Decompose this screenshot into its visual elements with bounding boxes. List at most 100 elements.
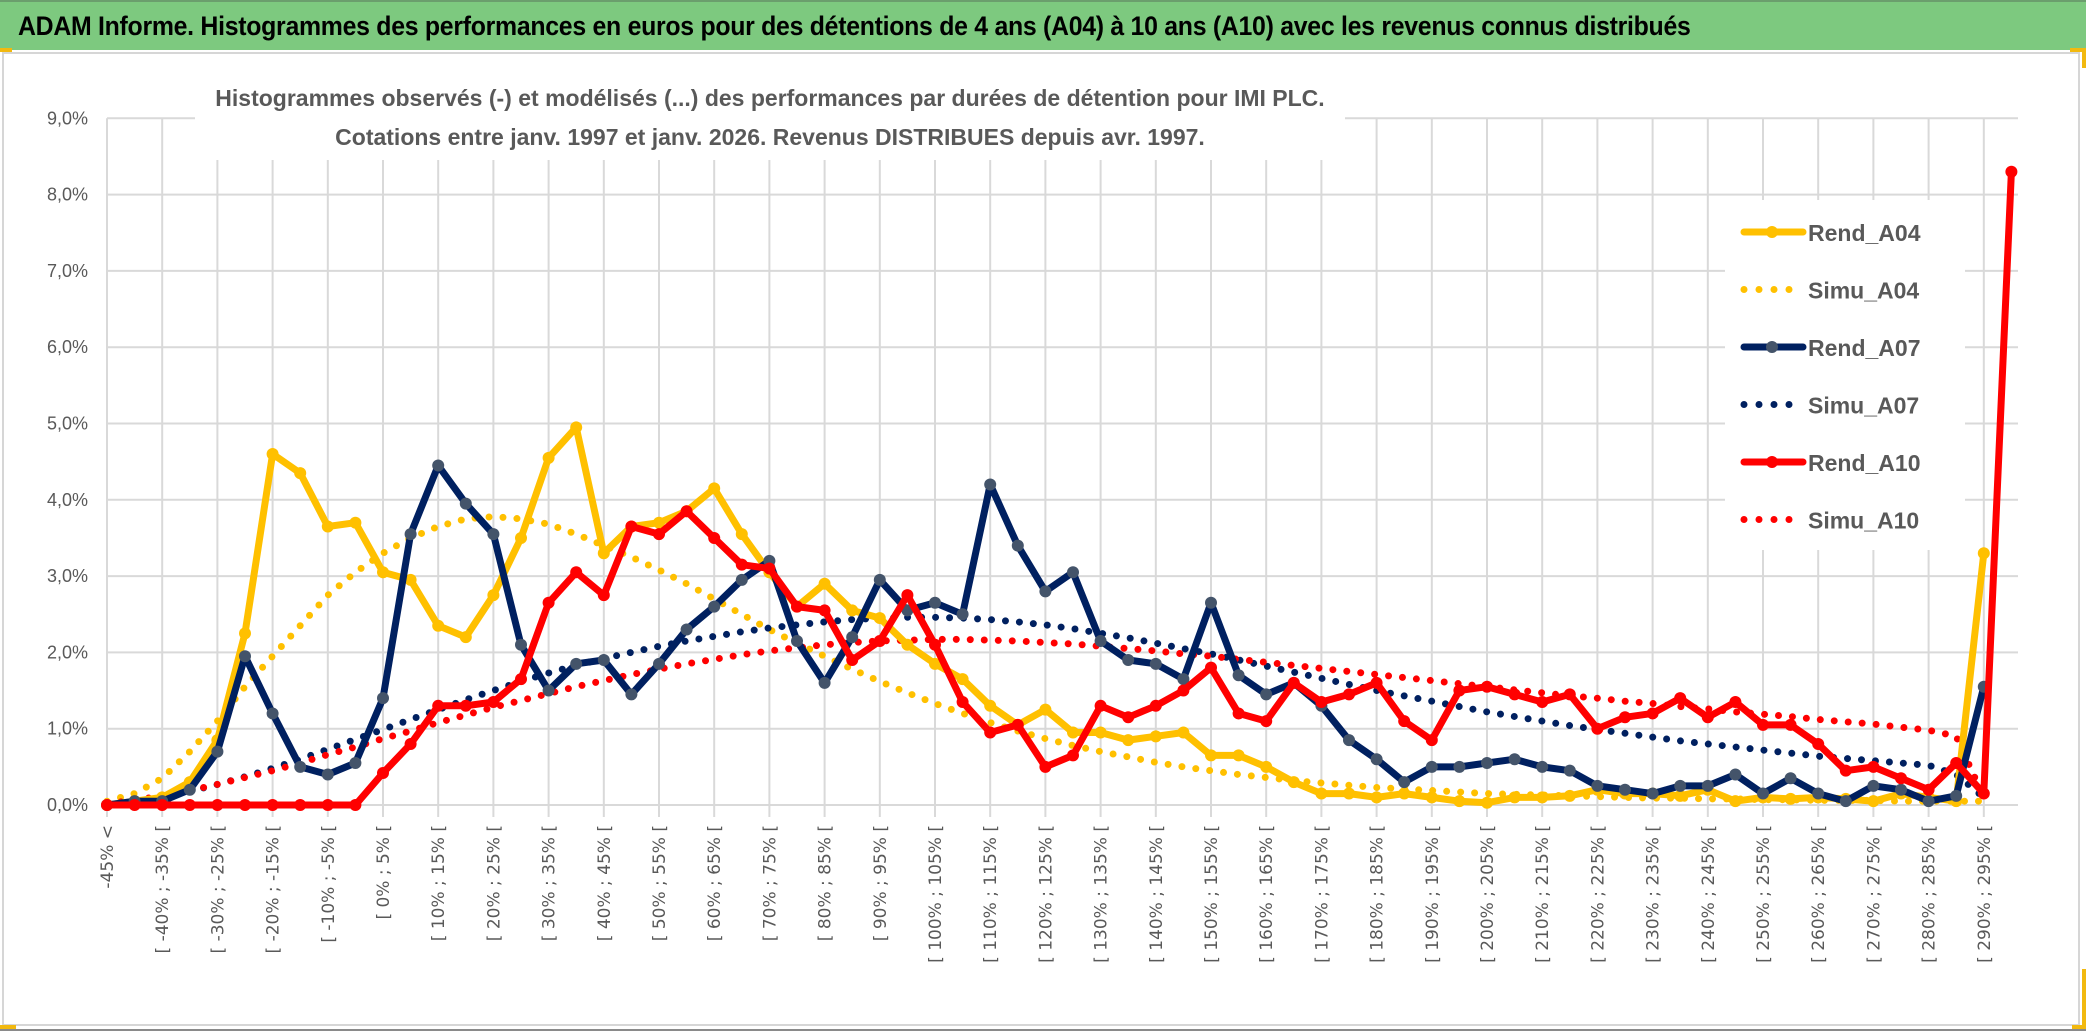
data-point-rend_a04 [377, 566, 389, 579]
data-point-rend_a07 [1812, 787, 1825, 800]
data-point-rend_a10 [1094, 699, 1107, 712]
data-point-rend_a10 [1315, 695, 1328, 708]
chart-title-background [195, 82, 1345, 160]
data-point-rend_a10 [1425, 734, 1438, 747]
data-point-rend_a10 [1757, 718, 1769, 731]
data-point-rend_a07 [1619, 783, 1631, 796]
data-point-rend_a10 [404, 737, 417, 750]
x-tick-label: [ 290% ; 295% [ [1975, 825, 1995, 963]
data-point-rend_a04 [1067, 726, 1079, 739]
report-banner: ADAM Informe. Histogrammes des performan… [0, 0, 2086, 50]
data-point-rend_a10 [1867, 760, 1880, 773]
data-point-rend_a10 [984, 726, 997, 739]
x-tick-label: -45% < [98, 825, 118, 889]
data-point-rend_a10 [1812, 737, 1825, 750]
data-point-rend_a04 [901, 638, 914, 651]
x-tick-label: [ 0% ; 5% [ [374, 825, 394, 920]
data-point-rend_a07 [183, 783, 196, 796]
legend-item-rend_a10: Rend_A10 [1740, 450, 1920, 476]
data-point-rend_a07 [1232, 669, 1245, 682]
x-tick-label: [ 160% ; 165% [ [1257, 825, 1277, 963]
data-point-rend_a07 [1839, 795, 1852, 808]
data-point-rend_a04 [1177, 726, 1190, 739]
data-point-rend_a04 [653, 516, 665, 529]
data-point-rend_a10 [1784, 718, 1797, 731]
data-point-rend_a10 [128, 799, 141, 811]
data-point-rend_a04 [349, 516, 362, 529]
x-tick-label: [ 270% ; 275% [ [1864, 825, 1884, 963]
legend-swatch-marker [1766, 456, 1778, 468]
data-point-rend_a10 [1895, 772, 1907, 785]
data-point-rend_a04 [984, 699, 997, 712]
data-point-rend_a04 [1481, 796, 1493, 809]
data-point-rend_a10 [1260, 715, 1273, 728]
y-tick-label: 7,0% [47, 261, 88, 281]
data-point-rend_a07 [1536, 760, 1549, 773]
data-point-rend_a07 [1591, 779, 1604, 792]
data-point-rend_a04 [542, 451, 555, 464]
data-point-rend_a07 [653, 657, 665, 670]
data-point-rend_a07 [1067, 566, 1079, 579]
x-tick-label: [ 80% ; 85% [ [816, 825, 836, 941]
x-tick-label: [ 180% ; 185% [ [1368, 825, 1388, 963]
chart-title-line-1: Histogrammes observés (-) et modélisés (… [215, 85, 1324, 111]
data-point-rend_a10 [1343, 688, 1355, 701]
data-point-rend_a04 [1122, 734, 1135, 747]
legend-label: Simu_A04 [1808, 278, 1919, 304]
x-tick-label: [ -20% ; -15% [ [264, 825, 284, 953]
data-point-rend_a10 [1453, 684, 1466, 697]
series-group [101, 165, 2018, 811]
x-tick-label: [ 230% ; 235% [ [1644, 825, 1664, 963]
data-point-rend_a07 [1729, 768, 1742, 781]
data-point-rend_a07 [515, 638, 527, 651]
data-point-rend_a07 [873, 573, 886, 586]
x-tick-label: [ 20% ; 25% [ [484, 825, 504, 941]
data-point-rend_a04 [1508, 791, 1521, 804]
data-point-rend_a07 [735, 573, 748, 586]
data-point-rend_a07 [1481, 757, 1493, 770]
data-point-rend_a10 [1729, 695, 1742, 708]
data-point-rend_a04 [818, 577, 831, 590]
data-point-rend_a07 [1867, 779, 1880, 792]
data-point-rend_a10 [266, 799, 279, 811]
data-point-rend_a10 [239, 799, 251, 811]
data-point-rend_a10 [763, 562, 776, 575]
data-point-rend_a10 [956, 695, 969, 708]
legend-label: Simu_A10 [1808, 508, 1919, 534]
x-tick-label: [ 190% ; 195% [ [1423, 825, 1443, 963]
x-tick-label: [ 280% ; 285% [ [1920, 825, 1940, 963]
y-tick-label: 5,0% [47, 414, 88, 434]
x-tick-label: [ 240% ; 245% [ [1699, 825, 1719, 963]
data-point-rend_a04 [1563, 789, 1576, 802]
data-point-rend_a04 [1094, 726, 1107, 739]
data-point-rend_a04 [1453, 795, 1466, 808]
data-point-rend_a10 [1591, 722, 1604, 735]
data-point-rend_a04 [1370, 791, 1383, 804]
data-point-rend_a10 [846, 654, 859, 667]
y-axis-ticks: 0,0% 1,0% 2,0% 3,0% 4,0% 5,0% 6,0% 7,0% 8,0% 9,0% [47, 108, 88, 815]
data-point-rend_a10 [1232, 707, 1245, 720]
data-point-rend_a04 [597, 547, 610, 560]
data-point-rend_a10 [459, 699, 472, 712]
data-point-rend_a10 [2005, 165, 2018, 178]
legend-label: Rend_A07 [1808, 335, 1920, 361]
data-point-rend_a07 [597, 654, 610, 667]
data-point-rend_a04 [239, 627, 251, 640]
data-point-rend_a07 [1922, 795, 1935, 808]
data-point-rend_a10 [101, 799, 113, 811]
data-point-rend_a07 [708, 600, 721, 613]
data-point-rend_a04 [708, 482, 721, 495]
data-point-rend_a10 [680, 505, 693, 518]
x-tick-label: [ 220% ; 225% [ [1588, 825, 1608, 963]
x-tick-label: [ 40% ; 45% [ [595, 825, 615, 941]
data-point-rend_a04 [846, 604, 859, 617]
corner-accent [2070, 48, 2086, 52]
data-point-rend_a07 [570, 657, 583, 670]
data-point-rend_a07 [211, 745, 224, 758]
data-point-rend_a10 [1563, 688, 1576, 701]
data-point-rend_a10 [211, 799, 224, 811]
x-tick-label: [ -40% ; -35% [ [153, 825, 173, 953]
y-tick-label: 4,0% [47, 490, 88, 510]
data-point-rend_a10 [1922, 783, 1935, 796]
